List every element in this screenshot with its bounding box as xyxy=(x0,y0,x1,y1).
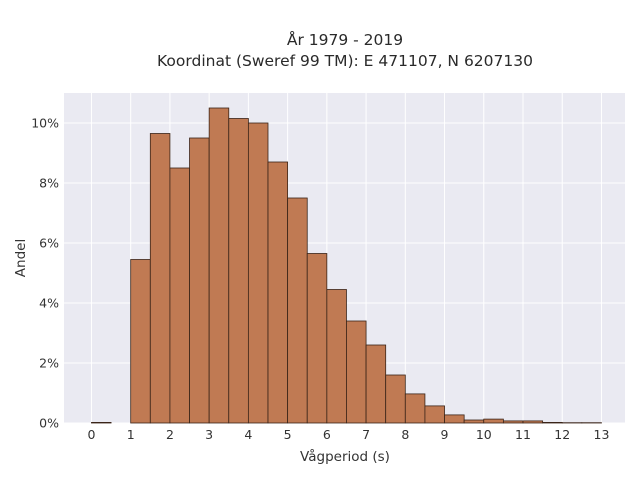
histogram-bar xyxy=(91,421,112,424)
x-tick-label: 3 xyxy=(205,427,213,442)
histogram-bar xyxy=(424,405,445,424)
x-tick-label: 7 xyxy=(362,427,370,442)
y-tick-labels: 0% 2% 4% 6% 8% 10% xyxy=(31,116,59,431)
x-tick-label: 4 xyxy=(244,427,252,442)
x-axis-label: Vågperiod (s) xyxy=(300,448,390,465)
y-tick-label: 0% xyxy=(39,416,59,431)
histogram-bar xyxy=(169,167,190,424)
histogram-bar xyxy=(502,420,524,424)
chart-title-line2: Koordinat (Sweref 99 TM): E 471107, N 62… xyxy=(157,52,533,70)
histogram-bar xyxy=(247,122,269,424)
y-tick-label: 2% xyxy=(39,356,59,371)
chart-title-line1: År 1979 - 2019 xyxy=(287,30,403,49)
histogram-bar xyxy=(287,197,308,424)
histogram-bar xyxy=(267,161,289,424)
histogram-bar xyxy=(228,118,249,424)
x-tick-label: 13 xyxy=(594,427,610,442)
histogram-bar xyxy=(208,107,230,424)
y-tick-label: 10% xyxy=(31,116,59,131)
histogram-bar xyxy=(483,418,504,424)
histogram-bar xyxy=(346,320,367,424)
x-tick-label: 0 xyxy=(87,427,95,442)
y-tick-label: 4% xyxy=(39,296,59,311)
histogram-bar xyxy=(385,374,406,424)
x-tick-label: 5 xyxy=(284,427,292,442)
histogram-bar xyxy=(149,133,171,424)
y-tick-label: 6% xyxy=(39,236,59,251)
histogram-bar xyxy=(404,393,426,424)
x-tick-label: 12 xyxy=(554,427,570,442)
histogram-bar xyxy=(306,253,328,424)
x-tick-label: 9 xyxy=(441,427,449,442)
x-tick-label: 1 xyxy=(127,427,135,442)
histogram-bar xyxy=(189,137,210,424)
x-tick-label: 8 xyxy=(401,427,409,442)
y-tick-label: 8% xyxy=(39,176,59,191)
histogram-bar xyxy=(444,414,465,424)
x-tick-label: 2 xyxy=(166,427,174,442)
x-tick-label: 11 xyxy=(515,427,531,442)
histogram-bar xyxy=(522,420,544,424)
bars xyxy=(91,107,602,424)
histogram-bar xyxy=(326,289,347,424)
histogram-bar xyxy=(130,259,151,424)
histogram-bar xyxy=(542,421,563,424)
histogram-bar xyxy=(365,344,387,424)
x-tick-label: 6 xyxy=(323,427,331,442)
histogram-bar xyxy=(463,419,485,424)
y-axis-label: Andel xyxy=(13,239,29,277)
x-tick-labels: 0 1 2 3 4 5 6 7 8 9 10 11 12 13 xyxy=(87,427,609,442)
x-tick-label: 10 xyxy=(476,427,492,442)
